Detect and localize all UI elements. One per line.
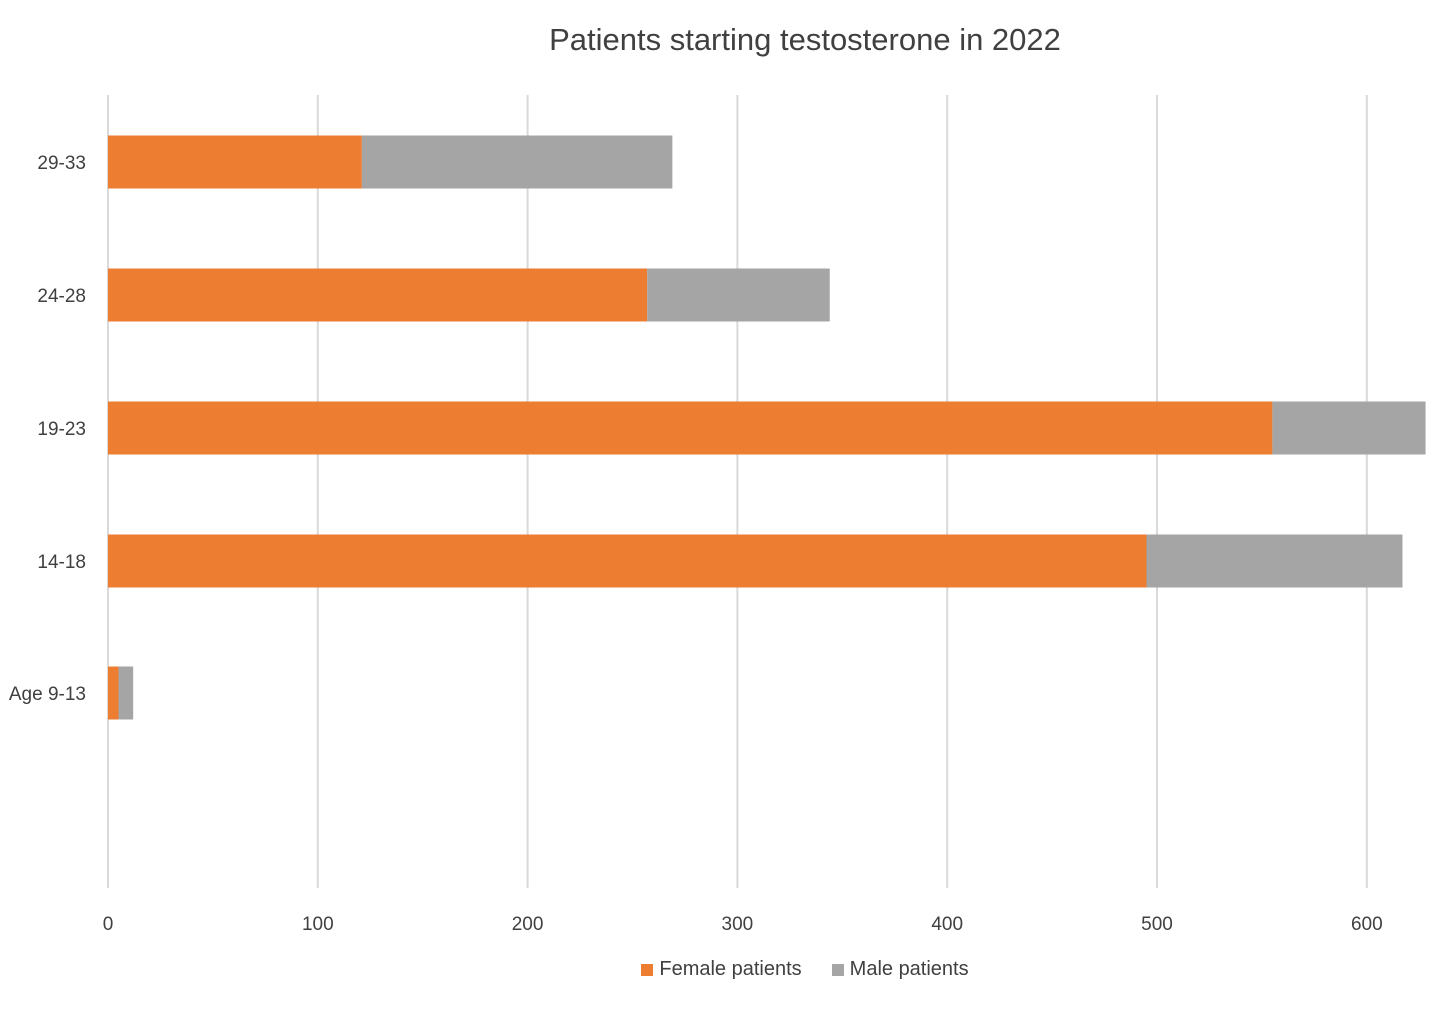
y-category-label: 29-33 bbox=[37, 153, 86, 174]
bar-female-age-9-13 bbox=[108, 666, 119, 720]
gridlines bbox=[107, 95, 1368, 888]
bar-male-14-18 bbox=[1146, 534, 1403, 588]
legend: Female patients Male patients bbox=[0, 958, 1456, 981]
y-category-label: 19-23 bbox=[37, 419, 86, 440]
x-tick-label: 400 bbox=[931, 914, 963, 935]
legend-swatch-female bbox=[641, 963, 654, 976]
x-tick-label: 300 bbox=[722, 914, 754, 935]
x-tick-label: 200 bbox=[512, 914, 544, 935]
bar-female-14-18 bbox=[108, 534, 1147, 588]
y-category-label: Age 9-13 bbox=[9, 684, 86, 705]
x-tick-label: 0 bbox=[103, 914, 114, 935]
y-axis-labels: Age 9-13 14-18 19-23 24-28 29-33 bbox=[9, 153, 86, 705]
chart-title: Patients starting testosterone in 2022 bbox=[549, 22, 1061, 57]
legend-item-male: Male patients bbox=[831, 958, 969, 981]
legend-label-female: Female patients bbox=[659, 958, 802, 980]
y-category-label: 14-18 bbox=[37, 552, 86, 573]
legend-item-female: Female patients bbox=[641, 958, 802, 981]
bar-male-24-28 bbox=[647, 268, 830, 322]
bar-male-19-23 bbox=[1272, 401, 1426, 455]
x-tick-label: 600 bbox=[1351, 914, 1383, 935]
bars bbox=[108, 135, 1426, 720]
x-tick-label: 500 bbox=[1141, 914, 1173, 935]
legend-label-male: Male patients bbox=[849, 958, 969, 980]
bar-male-age-9-13 bbox=[118, 666, 134, 720]
bar-male-29-33 bbox=[361, 135, 673, 189]
bar-female-19-23 bbox=[108, 401, 1273, 455]
bar-female-24-28 bbox=[108, 268, 648, 322]
legend-swatch-male bbox=[831, 963, 844, 976]
x-tick-label: 100 bbox=[302, 914, 334, 935]
y-category-label: 24-28 bbox=[37, 286, 86, 307]
bar-female-29-33 bbox=[108, 135, 362, 189]
x-axis-labels: 0 100 200 300 400 500 600 bbox=[103, 914, 1383, 935]
